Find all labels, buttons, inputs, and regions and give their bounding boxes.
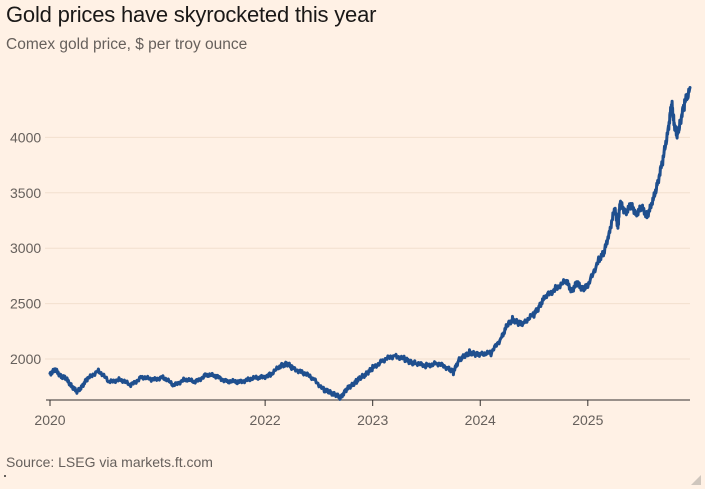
source-note: Source: LSEG via markets.ft.com	[6, 454, 213, 470]
chart-subtitle: Comex gold price, $ per troy ounce	[6, 36, 248, 53]
x-tick-label: 2024	[465, 412, 496, 428]
y-tick-labels: 2000 2500 3000 3500 4000	[10, 129, 41, 367]
x-tick-label: 2020	[34, 412, 65, 428]
series-line-0	[48, 86, 692, 401]
chart-title: Gold prices have skyrocketed this year	[6, 2, 377, 27]
x-tick-label: 2022	[250, 412, 281, 428]
y-tick-label: 3000	[10, 240, 41, 256]
x-tick-label: 2025	[572, 412, 603, 428]
y-tick-label: 2500	[10, 296, 41, 312]
y-tick-label: 3500	[10, 185, 41, 201]
series-layer	[48, 86, 692, 401]
resize-handle-icon[interactable]	[691, 475, 701, 485]
y-tick-label: 2000	[10, 351, 41, 367]
x-tick-label: 2023	[357, 412, 388, 428]
grid-layer	[45, 136, 690, 401]
x-tick-labels: 2020 2022 2023 2024 2025	[34, 400, 604, 428]
y-tick-label: 4000	[10, 129, 41, 145]
footer-dot	[4, 475, 6, 477]
